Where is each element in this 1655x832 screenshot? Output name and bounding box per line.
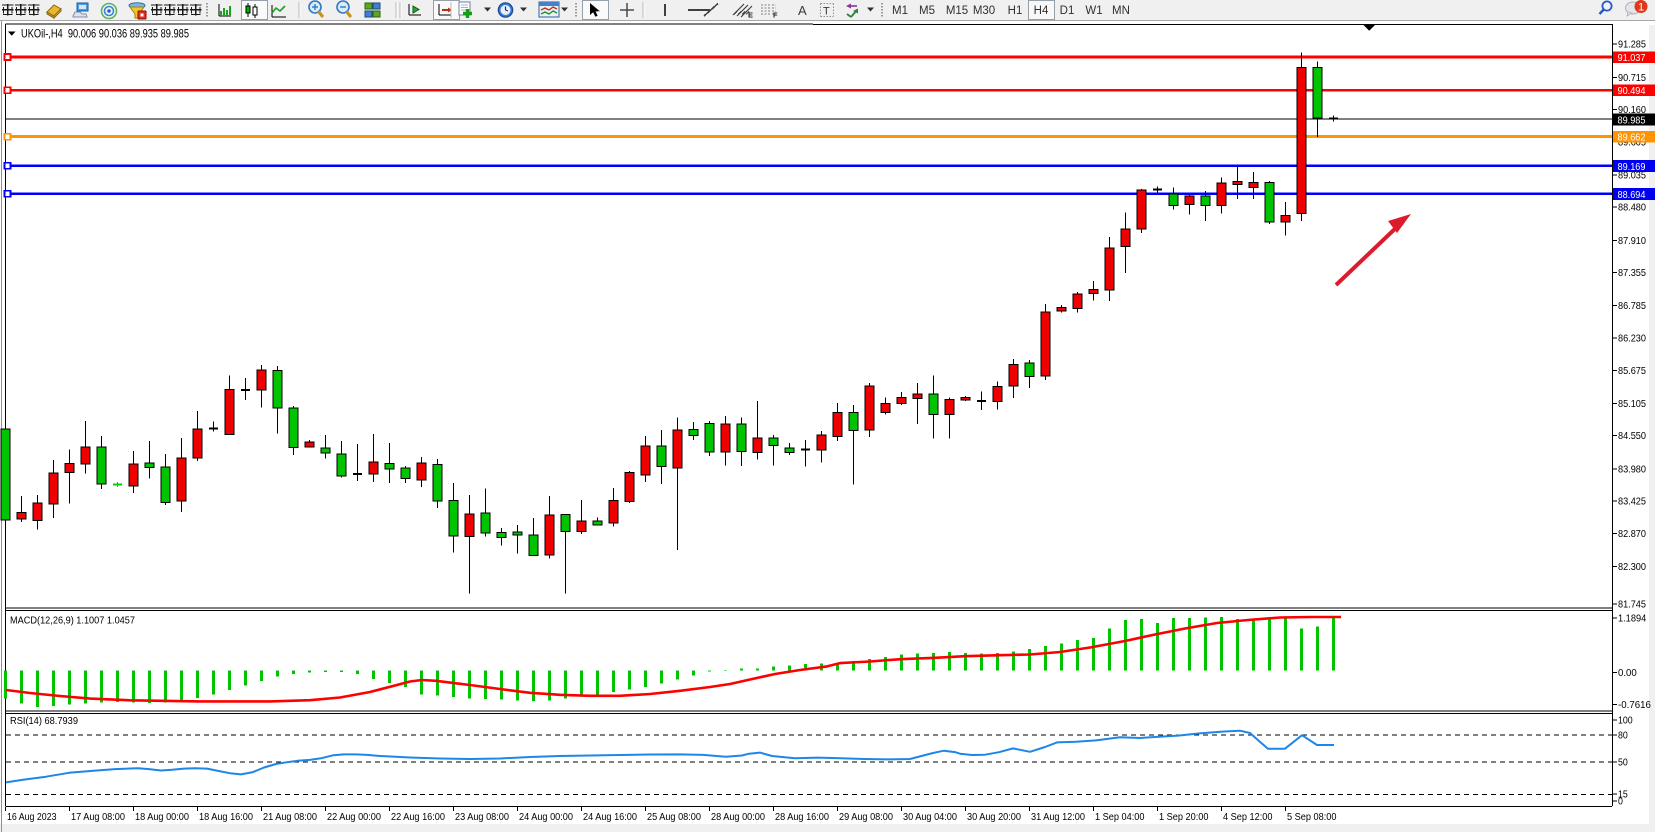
svg-text:83.980: 83.980 <box>1618 463 1646 475</box>
svg-text:0: 0 <box>1618 796 1623 808</box>
svg-text:82.870: 82.870 <box>1618 528 1646 540</box>
svg-text:A: A <box>798 3 807 18</box>
svg-text:15: 15 <box>1618 789 1628 801</box>
svg-text:89.662: 89.662 <box>1618 132 1646 144</box>
svg-text:18 Aug 16:00: 18 Aug 16:00 <box>199 811 253 823</box>
svg-text:85.105: 85.105 <box>1618 398 1646 410</box>
svg-text:M30: M30 <box>973 5 995 17</box>
svg-text:83.425: 83.425 <box>1618 496 1646 508</box>
svg-text:MN: MN <box>1112 5 1130 17</box>
svg-text:87.355: 87.355 <box>1618 267 1646 279</box>
svg-text:91.037: 91.037 <box>1618 52 1646 64</box>
svg-text:UKOil-,H4 90.006 90.036 89.93: UKOil-,H4 90.006 90.036 89.935 89.985 <box>21 27 189 41</box>
svg-text:0.00: 0.00 <box>1618 667 1637 679</box>
svg-text:90.494: 90.494 <box>1618 85 1646 97</box>
svg-text:4 Sep 12:00: 4 Sep 12:00 <box>1223 811 1273 823</box>
svg-text:30 Aug 04:00: 30 Aug 04:00 <box>903 811 957 823</box>
svg-text:28 Aug 00:00: 28 Aug 00:00 <box>711 811 765 823</box>
svg-text:1: 1 <box>1638 2 1644 14</box>
svg-text:22 Aug 16:00: 22 Aug 16:00 <box>391 811 445 823</box>
svg-text:88.694: 88.694 <box>1618 189 1646 201</box>
svg-text:30 Aug 20:00: 30 Aug 20:00 <box>967 811 1021 823</box>
svg-text:M1: M1 <box>892 5 908 17</box>
svg-text:24 Aug 16:00: 24 Aug 16:00 <box>583 811 637 823</box>
svg-text:M15: M15 <box>946 5 968 17</box>
svg-text:-0.7616: -0.7616 <box>1618 699 1651 711</box>
svg-text:MACD(12,26,9) 1.1007 1.0457: MACD(12,26,9) 1.1007 1.0457 <box>10 615 135 627</box>
svg-text:1 Sep 20:00: 1 Sep 20:00 <box>1159 811 1209 823</box>
svg-text:H1: H1 <box>1008 5 1023 17</box>
svg-text:85.675: 85.675 <box>1618 365 1646 377</box>
svg-text:21 Aug 08:00: 21 Aug 08:00 <box>263 811 317 823</box>
svg-text:100: 100 <box>1618 715 1633 727</box>
svg-text:80: 80 <box>1618 729 1628 741</box>
svg-text:25 Aug 08:00: 25 Aug 08:00 <box>647 811 701 823</box>
svg-text:82.300: 82.300 <box>1618 561 1646 573</box>
svg-text:RSI(14) 68.7939: RSI(14) 68.7939 <box>10 715 78 727</box>
svg-text:89.985: 89.985 <box>1618 114 1646 126</box>
svg-text:H4: H4 <box>1034 5 1049 17</box>
svg-text:5 Sep 08:00: 5 Sep 08:00 <box>1287 811 1337 823</box>
svg-text:1.1894: 1.1894 <box>1618 613 1646 625</box>
svg-text:86.785: 86.785 <box>1618 300 1646 312</box>
svg-text:T: T <box>823 6 830 18</box>
svg-text:88.480: 88.480 <box>1618 202 1646 214</box>
svg-text:22 Aug 00:00: 22 Aug 00:00 <box>327 811 381 823</box>
svg-text:M5: M5 <box>919 5 935 17</box>
svg-text:89.035: 89.035 <box>1618 170 1646 182</box>
svg-text:23 Aug 08:00: 23 Aug 08:00 <box>455 811 509 823</box>
svg-text:90.160: 90.160 <box>1618 104 1646 116</box>
svg-text:W1: W1 <box>1085 5 1102 17</box>
svg-text:E: E <box>748 11 753 20</box>
svg-text:29 Aug 08:00: 29 Aug 08:00 <box>839 811 893 823</box>
svg-text:89.169: 89.169 <box>1618 161 1646 173</box>
svg-text:17 Aug 08:00: 17 Aug 08:00 <box>71 811 125 823</box>
svg-text:91.285: 91.285 <box>1618 39 1646 51</box>
svg-text:31 Aug 12:00: 31 Aug 12:00 <box>1031 811 1085 823</box>
svg-text:81.745: 81.745 <box>1618 599 1646 611</box>
svg-text:50: 50 <box>1618 757 1628 769</box>
svg-text:F: F <box>773 11 778 20</box>
svg-text:87.910: 87.910 <box>1618 235 1646 247</box>
svg-text:86.230: 86.230 <box>1618 333 1646 345</box>
svg-text:84.550: 84.550 <box>1618 430 1646 442</box>
svg-text:1 Sep 04:00: 1 Sep 04:00 <box>1095 811 1145 823</box>
svg-text:24 Aug 00:00: 24 Aug 00:00 <box>519 811 573 823</box>
svg-text:18 Aug 00:00: 18 Aug 00:00 <box>135 811 189 823</box>
svg-text:D1: D1 <box>1060 5 1075 17</box>
svg-text:90.715: 90.715 <box>1618 72 1646 84</box>
svg-text:16 Aug 2023: 16 Aug 2023 <box>7 811 57 823</box>
svg-text:28 Aug 16:00: 28 Aug 16:00 <box>775 811 829 823</box>
